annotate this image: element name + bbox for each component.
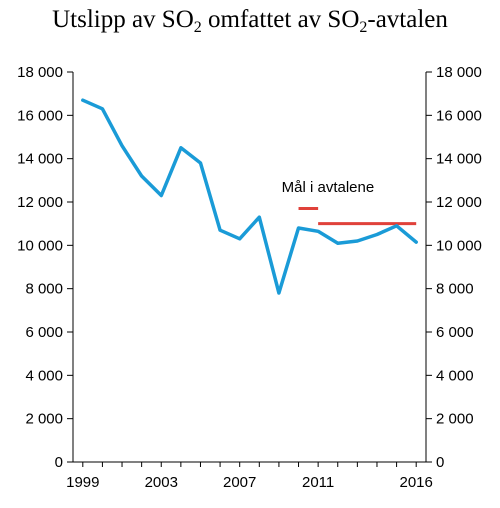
x-tick-label: 2007 — [223, 474, 256, 491]
y-tick-label-right: 12 000 — [436, 194, 482, 211]
y-tick-label-left: 16 000 — [17, 107, 63, 124]
y-tick-label-left: 14 000 — [17, 151, 63, 168]
y-tick-label-right: 14 000 — [436, 151, 482, 168]
x-tick-label: 2003 — [145, 474, 178, 491]
title-middle: omfattet av SO — [201, 6, 360, 33]
y-tick-label-right: 10 000 — [436, 237, 482, 254]
y-tick-label-right: 6 000 — [436, 324, 474, 341]
y-tick-label-right: 18 000 — [436, 64, 482, 81]
y-tick-label-right: 16 000 — [436, 107, 482, 124]
y-tick-label-left: 18 000 — [17, 64, 63, 81]
x-tick-label: 2011 — [302, 474, 334, 491]
y-tick-label-left: 10 000 — [17, 237, 63, 254]
y-tick-label-right: 8 000 — [436, 281, 474, 298]
y-tick-label-left: 0 — [55, 454, 63, 471]
y-tick-label-left: 8 000 — [25, 281, 63, 298]
series-line — [81, 98, 418, 295]
y-tick-label-left: 12 000 — [17, 194, 63, 211]
y-tick-label-right: 4 000 — [436, 367, 474, 384]
y-tick-label-right: 2 000 — [436, 411, 474, 428]
title-subscript-2: 2 — [359, 19, 368, 36]
annotation-label: Mål i avtalene — [282, 179, 375, 196]
title-subscript-1: 2 — [193, 19, 202, 36]
y-tick-label-left: 2 000 — [25, 411, 63, 428]
y-tick-label-left: 6 000 — [25, 324, 63, 341]
x-tick-label: 2016 — [400, 474, 433, 491]
title-prefix: Utslipp av SO — [52, 6, 194, 33]
y-tick-label-right: 0 — [436, 454, 444, 471]
y-tick-label-left: 4 000 — [25, 367, 63, 384]
chart-title: Utslipp av SO2 omfattet av SO2-avtalen — [0, 6, 500, 36]
x-tick-label: 1999 — [66, 474, 99, 491]
title-suffix: -avtalen — [367, 6, 448, 33]
